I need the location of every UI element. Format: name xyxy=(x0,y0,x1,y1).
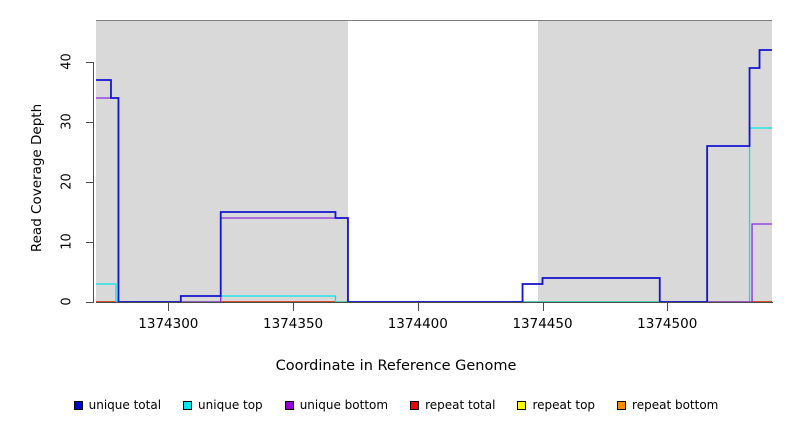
x-axis-tick xyxy=(417,303,419,311)
series-line xyxy=(96,128,772,302)
y-axis-tick-label: 30 xyxy=(59,113,75,130)
legend-item: repeat bottom xyxy=(617,398,718,412)
plot-top-border xyxy=(96,20,772,21)
y-axis-tick-label: 0 xyxy=(59,297,75,306)
series-line-layer xyxy=(96,21,772,302)
y-axis-tick-label: 20 xyxy=(59,173,75,190)
series-line xyxy=(96,50,772,302)
legend-color-swatch xyxy=(183,400,193,410)
legend-color-swatch xyxy=(517,400,527,410)
x-axis-tick-label: 1374350 xyxy=(263,316,324,332)
legend-item: unique bottom xyxy=(284,398,389,412)
x-axis-tick xyxy=(667,303,669,311)
x-axis-tick xyxy=(168,303,170,311)
legend-label: repeat total xyxy=(425,398,496,412)
legend-label: repeat top xyxy=(532,398,596,412)
x-axis-line xyxy=(96,302,773,303)
chart-legend: unique total unique top unique bottom repea… xyxy=(0,398,792,412)
shaded-region xyxy=(537,21,772,302)
y-axis-tick-label: 40 xyxy=(59,53,75,70)
x-axis-label: Coordinate in Reference Genome xyxy=(275,358,517,374)
legend-label: unique top xyxy=(198,398,263,412)
legend-label: repeat bottom xyxy=(632,398,719,412)
legend-label: unique total xyxy=(88,398,162,412)
legend-item: unique top xyxy=(183,398,263,412)
legend-color-swatch xyxy=(284,400,294,410)
legend-color-swatch xyxy=(73,400,83,410)
legend-color-swatch xyxy=(410,400,420,410)
y-axis-tick xyxy=(86,242,94,243)
y-axis-tick xyxy=(86,122,94,123)
x-axis-tick-label: 1374400 xyxy=(387,316,448,332)
legend-item: repeat total xyxy=(410,398,495,412)
legend-item: repeat top xyxy=(517,398,595,412)
legend-item: unique total xyxy=(73,398,162,412)
series-line xyxy=(96,98,772,302)
x-axis-tick-label: 1374300 xyxy=(138,316,199,332)
x-axis-tick-label: 1374450 xyxy=(512,316,573,332)
y-axis-label: Read Coverage Depth xyxy=(29,103,45,253)
x-axis-tick-label: 1374500 xyxy=(637,316,698,332)
legend-color-swatch xyxy=(617,400,627,410)
legend-label: unique bottom xyxy=(299,398,389,412)
x-axis-tick xyxy=(293,303,295,311)
shaded-region xyxy=(96,21,348,302)
y-axis-tick xyxy=(86,62,94,63)
y-axis-tick xyxy=(86,182,94,183)
plot-area xyxy=(96,21,772,302)
y-axis-tick xyxy=(86,302,94,303)
x-axis-tick xyxy=(542,303,544,311)
y-axis-tick-label: 10 xyxy=(59,233,75,250)
